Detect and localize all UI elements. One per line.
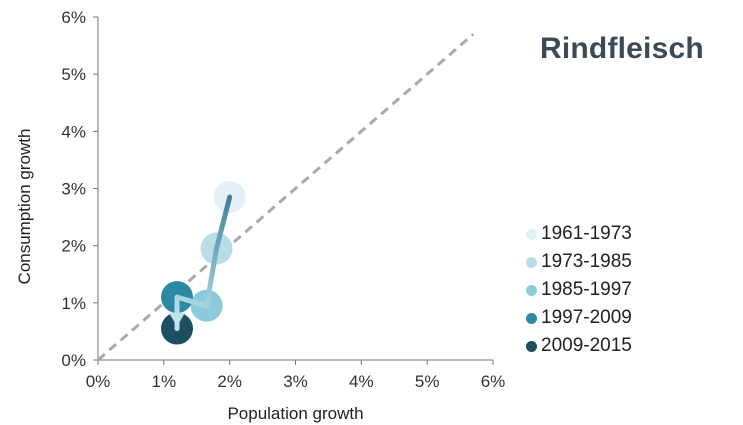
y-tick-label: 0% <box>61 351 86 370</box>
legend-label: 2009-2015 <box>541 335 632 356</box>
x-axis-title: Population growth <box>227 404 363 423</box>
legend-label: 1985-1997 <box>541 279 632 300</box>
x-tick-label: 2% <box>217 372 242 391</box>
legend-swatch <box>526 256 537 268</box>
legend-swatch <box>526 312 537 324</box>
y-tick-label: 3% <box>61 180 86 199</box>
reference-diagonal-line <box>97 33 475 362</box>
x-tick-label: 3% <box>283 372 308 391</box>
x-tick-label: 5% <box>415 372 440 391</box>
legend-label: 1961-1973 <box>541 223 632 244</box>
trajectory-line <box>174 194 233 332</box>
y-tick-label: 6% <box>61 8 86 27</box>
x-tick-label: 1% <box>152 372 177 391</box>
y-tick-label: 5% <box>61 65 86 84</box>
y-axis-title: Consumption growth <box>15 129 34 285</box>
x-tick-label: 4% <box>349 372 374 391</box>
legend-item: 2009-2015 <box>526 332 632 360</box>
y-tick-label: 2% <box>61 237 86 256</box>
y-tick-label: 4% <box>61 122 86 141</box>
legend-item: 1961-1973 <box>526 220 632 248</box>
chart-title: Rindfleisch <box>540 32 704 65</box>
legend-label: 1973-1985 <box>541 251 632 272</box>
reference-line-group <box>97 33 475 362</box>
legend-label: 1997-2009 <box>541 307 632 328</box>
legend-swatch <box>526 228 537 240</box>
y-tick-label: 1% <box>61 294 86 313</box>
legend-item: 1985-1997 <box>526 276 632 304</box>
trajectory-arrowhead <box>169 312 185 327</box>
legend: 1961-1973 1973-1985 1985-1997 1997-2009 2009… <box>526 220 632 360</box>
x-tick-label: 0% <box>86 372 111 391</box>
x-tick-label: 6% <box>481 372 506 391</box>
legend-swatch <box>526 284 537 296</box>
trajectory-group <box>169 194 233 332</box>
legend-item: 1997-2009 <box>526 304 632 332</box>
axis-labels-group: Population growth Consumption growth <box>15 129 364 423</box>
legend-swatch <box>526 340 537 352</box>
axes: 0% 1% 2% 3% 4% 5% 6% 0% 1% 2% 3% 4% 5% 6% <box>61 8 505 391</box>
legend-item: 1973-1985 <box>526 248 632 276</box>
